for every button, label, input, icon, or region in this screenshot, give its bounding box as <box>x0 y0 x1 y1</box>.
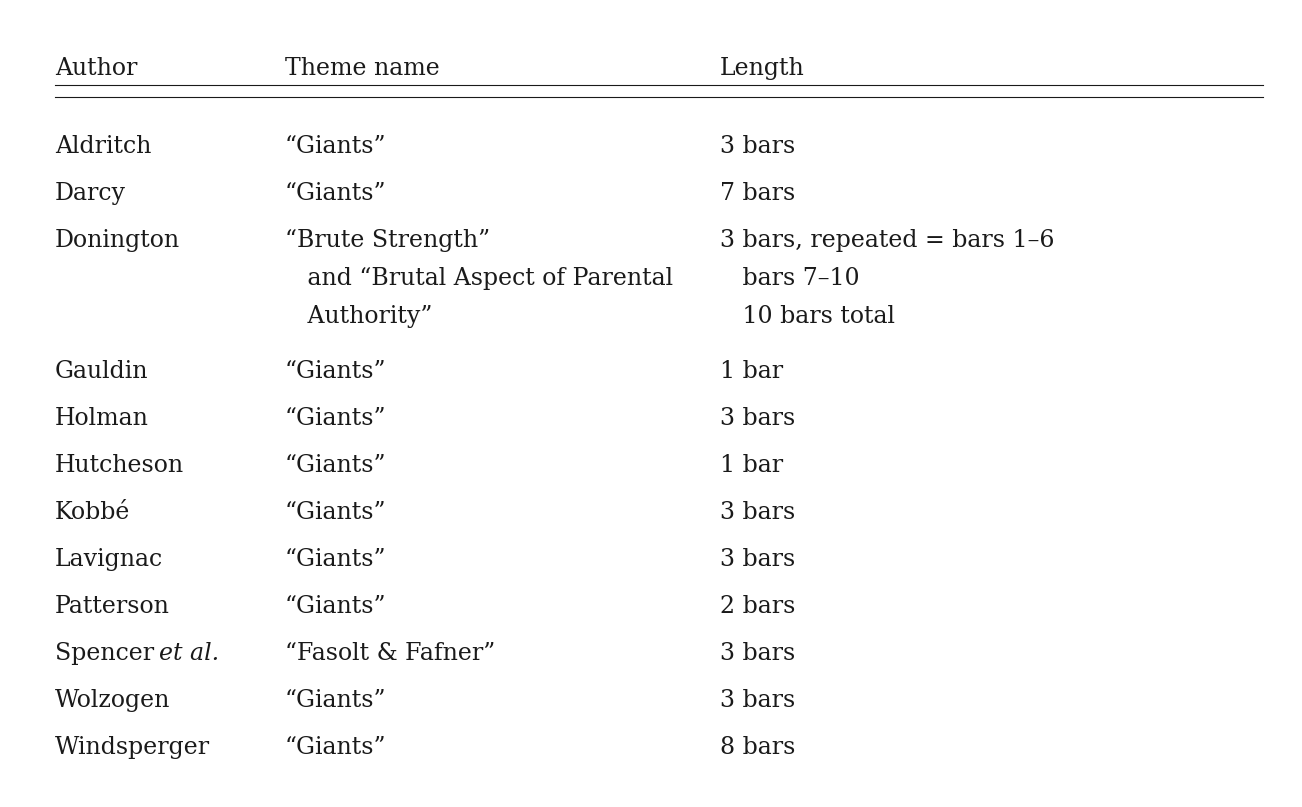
Text: “Giants”: “Giants” <box>285 407 387 430</box>
Text: Length: Length <box>720 57 805 80</box>
Text: “Giants”: “Giants” <box>285 360 387 383</box>
Text: 3 bars: 3 bars <box>720 548 796 571</box>
Text: “Giants”: “Giants” <box>285 135 387 158</box>
Text: “Giants”: “Giants” <box>285 689 387 712</box>
Text: “Giants”: “Giants” <box>285 501 387 524</box>
Text: “Giants”: “Giants” <box>285 182 387 205</box>
Text: and “Brutal Aspect of Parental: and “Brutal Aspect of Parental <box>285 267 673 290</box>
Text: Spencer: Spencer <box>55 642 161 665</box>
Text: “Brute Strength”: “Brute Strength” <box>285 229 490 252</box>
Text: “Giants”: “Giants” <box>285 595 387 618</box>
Text: “Fasolt & Fafner”: “Fasolt & Fafner” <box>285 642 495 665</box>
Text: Theme name: Theme name <box>285 57 440 80</box>
Text: 1 bar: 1 bar <box>720 454 783 477</box>
Text: 8 bars: 8 bars <box>720 736 796 759</box>
Text: Kobbé: Kobbé <box>55 501 130 524</box>
Text: et al.: et al. <box>159 642 219 665</box>
Text: “Giants”: “Giants” <box>285 454 387 477</box>
Text: “Giants”: “Giants” <box>285 736 387 759</box>
Text: Patterson: Patterson <box>55 595 169 618</box>
Text: 10 bars total: 10 bars total <box>720 305 894 328</box>
Text: 3 bars, repeated = bars 1–6: 3 bars, repeated = bars 1–6 <box>720 229 1055 252</box>
Text: Gauldin: Gauldin <box>55 360 148 383</box>
Text: Lavignac: Lavignac <box>55 548 163 571</box>
Text: 1 bar: 1 bar <box>720 360 783 383</box>
Text: Wolzogen: Wolzogen <box>55 689 171 712</box>
Text: 3 bars: 3 bars <box>720 689 796 712</box>
Text: “Giants”: “Giants” <box>285 548 387 571</box>
Text: 3 bars: 3 bars <box>720 642 796 665</box>
Text: Author: Author <box>55 57 138 80</box>
Text: Darcy: Darcy <box>55 182 126 205</box>
Text: Holman: Holman <box>55 407 148 430</box>
Text: Windsperger: Windsperger <box>55 736 210 759</box>
Text: 2 bars: 2 bars <box>720 595 796 618</box>
Text: Hutcheson: Hutcheson <box>55 454 184 477</box>
Text: Donington: Donington <box>55 229 180 252</box>
Text: 3 bars: 3 bars <box>720 501 796 524</box>
Text: 7 bars: 7 bars <box>720 182 796 205</box>
Text: Authority”: Authority” <box>285 305 432 328</box>
Text: 3 bars: 3 bars <box>720 135 796 158</box>
Text: bars 7–10: bars 7–10 <box>720 267 859 290</box>
Text: 3 bars: 3 bars <box>720 407 796 430</box>
Text: Aldritch: Aldritch <box>55 135 151 158</box>
